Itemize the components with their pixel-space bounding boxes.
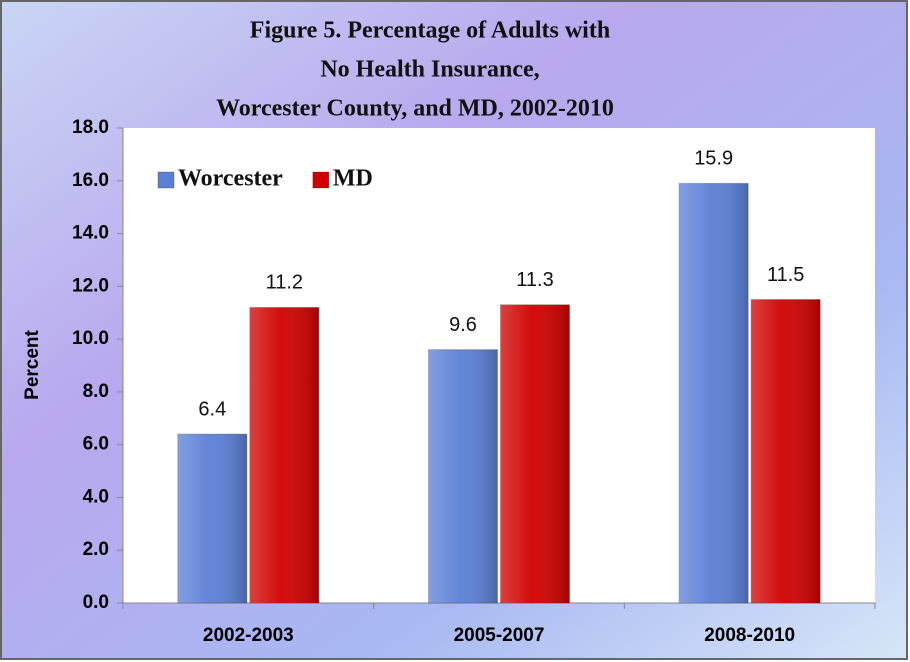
y-tick-label: 10.0 [72, 328, 109, 349]
bar-shade [751, 299, 821, 603]
data-label: 15.9 [694, 148, 733, 170]
bar-shade [500, 304, 570, 603]
bar-shade [249, 307, 319, 603]
plot-area [123, 128, 875, 603]
y-tick-label: 8.0 [83, 381, 109, 402]
y-tick-label: 12.0 [72, 275, 109, 296]
data-label: 6.4 [198, 398, 226, 420]
y-tick-label: 6.0 [83, 434, 109, 455]
data-label: 9.6 [449, 314, 477, 336]
legend-swatch [157, 171, 175, 189]
x-tick-label: 2008-2010 [704, 625, 795, 646]
data-label: 11.2 [266, 272, 303, 294]
y-tick-label: 18.0 [72, 117, 109, 138]
chart-title: No Health Insurance, [320, 57, 539, 83]
chart-title: Worcester County, and MD, 2002-2010 [216, 96, 614, 122]
y-tick-label: 2.0 [83, 539, 109, 560]
data-label: 11.5 [767, 264, 804, 286]
x-tick-label: 2002-2003 [203, 625, 294, 646]
y-tick-label: 0.0 [83, 592, 109, 613]
x-tick-label: 2005-2007 [454, 625, 545, 646]
bar-shade [679, 183, 749, 603]
data-label: 11.3 [516, 269, 553, 291]
y-tick-label: 14.0 [72, 223, 109, 244]
bar-shade [177, 434, 247, 603]
bar-shade [428, 349, 498, 603]
legend-label: MD [333, 166, 373, 192]
y-axis-label: Percent [22, 329, 43, 399]
y-tick-label: 4.0 [83, 486, 109, 507]
legend-label: Worcester [178, 166, 283, 192]
y-tick-label: 16.0 [72, 170, 109, 191]
chart-title: Figure 5. Percentage of Adults with [250, 18, 610, 44]
legend-swatch [312, 171, 330, 189]
